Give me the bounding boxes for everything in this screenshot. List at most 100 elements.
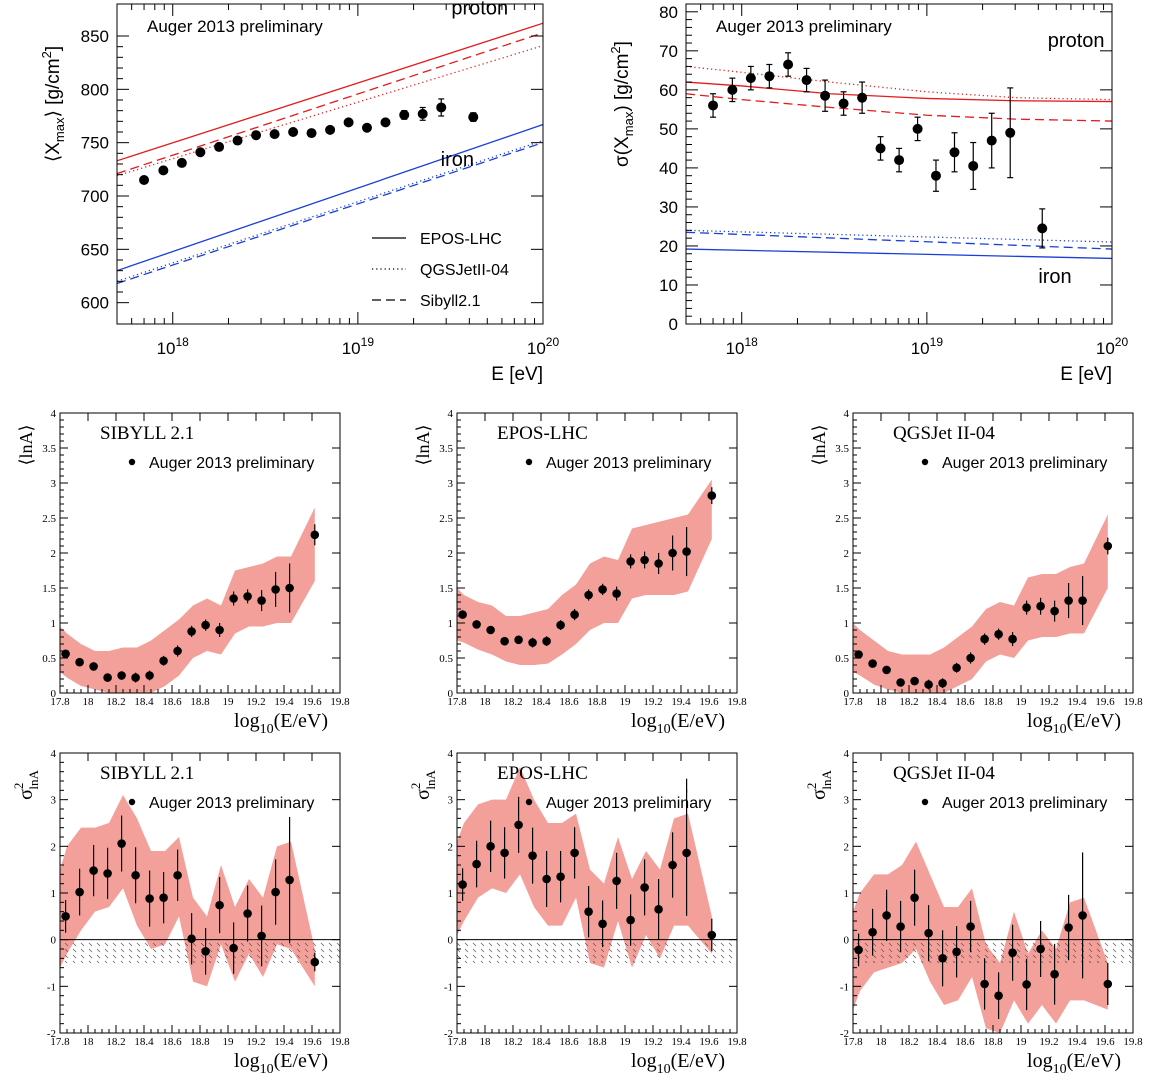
x-tick-label: 18.8 xyxy=(587,1036,607,1048)
y-tick-label: 0 xyxy=(448,688,454,700)
y-tick-label: 0 xyxy=(448,935,454,947)
data-point xyxy=(131,870,140,880)
unphysical-region-hatch xyxy=(60,939,340,963)
data-point xyxy=(783,59,794,70)
data-point xyxy=(468,112,479,123)
data-point xyxy=(896,678,905,687)
label-proton: proton xyxy=(1048,30,1105,52)
x-tick-label: 18.6 xyxy=(559,1036,579,1048)
data-point xyxy=(1008,634,1017,644)
data-point xyxy=(229,943,238,953)
y-tick-label: 0 xyxy=(51,688,57,700)
y-tick-label: 0 xyxy=(669,315,678,334)
data-point xyxy=(912,123,923,134)
y-tick-label: 1 xyxy=(844,618,850,630)
x-tick-label: 19.6 xyxy=(1095,1036,1115,1048)
model-line-proton-sibyll2-1 xyxy=(686,93,1112,122)
x-tick-label: 19.8 xyxy=(330,1036,350,1048)
x-tick-label: 18.6 xyxy=(162,1036,182,1048)
data-point xyxy=(949,147,960,158)
data-point xyxy=(229,594,238,603)
x-tick-label: 19 xyxy=(620,696,632,708)
data-point xyxy=(584,907,593,916)
data-point xyxy=(232,135,243,146)
x-tick-label: 19 xyxy=(1016,696,1028,708)
y-tick-label: 2 xyxy=(51,548,57,560)
data-point xyxy=(325,124,336,135)
panel-var_qgsjet: 17.8 18 18.2 18.4 18.6 18.8 19 19.2 19.4 19.6 19.8… xyxy=(804,748,1143,1077)
x-label-sub: 10 xyxy=(260,722,274,737)
y-label-sub: lnA xyxy=(26,769,41,789)
data-point xyxy=(528,851,537,860)
data-point xyxy=(966,922,975,931)
uncertainty-band xyxy=(457,767,712,968)
plot-area xyxy=(457,767,737,968)
data-point xyxy=(640,555,649,565)
data-point xyxy=(584,590,593,600)
x-tick-label: 19.6 xyxy=(699,1036,719,1048)
x-label-tail: (E/eV) xyxy=(671,1050,725,1072)
legend-label: Auger 2013 preliminary xyxy=(942,795,1107,812)
data-point xyxy=(938,954,947,963)
x-tick-base: 10 xyxy=(911,339,930,358)
panel-lnA_sibyll: 17.8 18 18.2 18.4 18.6 18.8 19 19.2 19.4 19.6 19.8… xyxy=(16,408,350,737)
data-point xyxy=(486,625,495,635)
y-label-sub: max xyxy=(621,111,636,136)
x-tick-label: 18 xyxy=(480,1036,492,1048)
data-point xyxy=(952,663,961,673)
data-point xyxy=(89,662,98,671)
data-point xyxy=(682,547,691,556)
x-tick-label: 18 xyxy=(876,696,888,708)
model-line-proton-qgsjetii-04 xyxy=(686,65,1112,101)
model-line-iron-sibyll2-1 xyxy=(686,231,1112,250)
data-point xyxy=(556,620,565,630)
x-tick-label: 19.4 xyxy=(1067,696,1087,708)
x-axis-label: log10(E/eV) xyxy=(234,710,328,737)
x-tick-exponent: 20 xyxy=(1115,335,1129,349)
y-tick-label: 3 xyxy=(448,478,454,490)
x-label-tail: (E/eV) xyxy=(274,1050,328,1072)
data-point xyxy=(75,887,84,897)
data-point xyxy=(285,875,294,885)
x-tick-exponent: 20 xyxy=(546,335,560,349)
x-tick-exponent: 18 xyxy=(176,335,190,349)
plot-area xyxy=(60,795,340,987)
x-tick-label: 19.8 xyxy=(1123,696,1143,708)
data-point xyxy=(399,109,410,120)
data-point xyxy=(640,883,649,892)
x-tick-label: 18.4 xyxy=(134,696,154,708)
x-label-main: log xyxy=(631,710,657,732)
y-tick-label: 10 xyxy=(659,276,678,295)
plot-frame xyxy=(685,3,1113,325)
y-tick-label: 40 xyxy=(659,159,678,178)
x-axis-label: log10(E/eV) xyxy=(631,710,725,737)
y-tick-label: 600 xyxy=(81,294,109,313)
label-iron: iron xyxy=(1038,266,1071,288)
x-tick-label: 18 xyxy=(83,696,95,708)
x-tick-label: 19.2 xyxy=(643,696,662,708)
data-point xyxy=(271,887,280,897)
data-point xyxy=(436,102,447,113)
y-tick-label: -1 xyxy=(840,981,849,993)
data-point xyxy=(612,876,621,886)
data-point xyxy=(598,585,607,594)
data-point xyxy=(707,930,717,940)
x-axis-label: E [eV] xyxy=(491,364,543,385)
x-label-tail: (E/eV) xyxy=(274,710,328,732)
panel-var_epos: 17.8 18 18.2 18.4 18.6 18.8 19 19.2 19.4 19.6 19.8… xyxy=(408,748,747,1077)
plot-area xyxy=(117,22,543,285)
y-tick-label: 70 xyxy=(659,42,678,61)
model-line-proton-sibyll2-1 xyxy=(117,32,543,175)
data-point xyxy=(1022,980,1031,989)
x-label-main: log xyxy=(1027,1050,1053,1072)
data-point xyxy=(764,71,775,82)
data-point xyxy=(257,931,266,941)
data-point xyxy=(131,673,140,682)
y-tick-label: 3 xyxy=(448,795,454,807)
data-point xyxy=(173,870,182,880)
x-axis-label: log10(E/eV) xyxy=(631,1050,725,1077)
x-tick-label: 19 xyxy=(223,1036,235,1048)
